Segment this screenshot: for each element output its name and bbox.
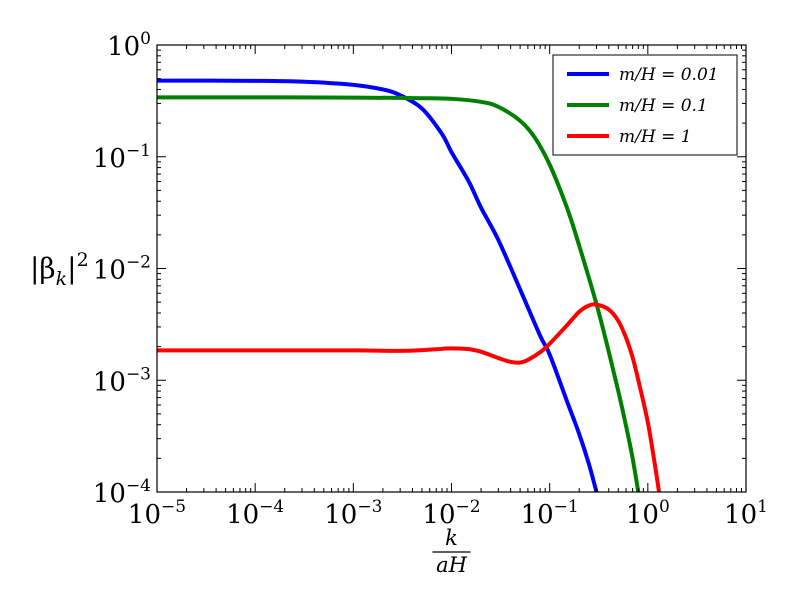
y-tick-label: 10−3 — [93, 364, 151, 397]
x-label-denominator: aH — [436, 553, 468, 577]
y-tick-label: 10−1 — [93, 141, 151, 174]
legend-label-1: m/H = 0.01 — [619, 65, 719, 85]
tick-labels: 10−5 10−4 10−3 10−2 10−1 100 10110−410−310−210… — [93, 29, 768, 530]
x-tick-label: 101 — [724, 497, 768, 530]
x-axis-label: k aH — [432, 526, 471, 577]
series-layer — [157, 78, 661, 492]
x-tick-label: 10−5 — [128, 497, 186, 530]
x-label-numerator: k — [445, 526, 458, 550]
x-tick-label: 10−1 — [521, 497, 579, 530]
legend-label-3: m/H = 1 — [619, 127, 692, 147]
y-tick-label: 10−4 — [93, 476, 151, 509]
legend-label-2: m/H = 0.1 — [619, 96, 708, 116]
y-axis-label-text: |βk|2 — [30, 249, 89, 290]
x-tick-label: 100 — [626, 497, 670, 530]
y-axis-label: |βk|2 — [30, 249, 89, 290]
series-line-2 — [157, 95, 641, 492]
x-tick-label: 10−3 — [324, 497, 382, 530]
x-tick-label: 10−2 — [422, 497, 480, 530]
ticks-layer — [156, 44, 747, 493]
y-tick-label: 10−2 — [93, 253, 151, 286]
x-tick-label: 10−4 — [226, 497, 284, 530]
y-tick-label: 100 — [107, 29, 151, 62]
series-line-3 — [157, 302, 661, 492]
series-line-1 — [157, 78, 599, 492]
legend: m/H = 0.01 m/H = 0.1 m/H = 1 — [552, 54, 738, 156]
